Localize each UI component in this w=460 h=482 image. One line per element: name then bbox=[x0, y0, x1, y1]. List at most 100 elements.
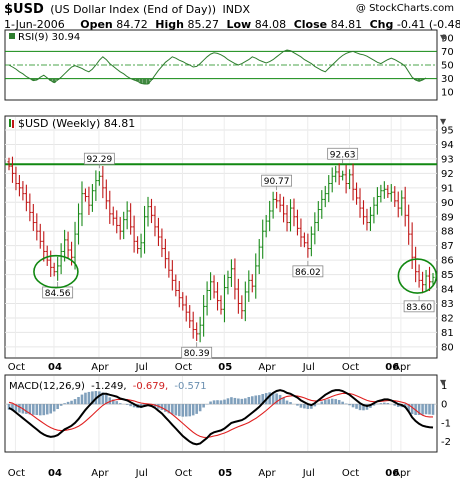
ohlc-bar bbox=[142, 205, 147, 254]
macd-histogram-bar bbox=[327, 399, 331, 405]
macd-legend: MACD(12,26,9) -1.249, -0.679, -0.571 bbox=[9, 381, 207, 392]
macd-histogram-bar bbox=[108, 397, 112, 405]
macd-histogram-bar bbox=[348, 404, 351, 406]
ohlc-bar bbox=[149, 198, 154, 224]
macd-histogram-bar bbox=[285, 400, 289, 405]
macd-panel bbox=[4, 374, 438, 453]
ohlc-bar bbox=[275, 191, 279, 209]
price-arrow-icon: ▼ bbox=[440, 117, 447, 126]
ohlc-bar bbox=[167, 251, 171, 278]
macd-histogram-bar bbox=[160, 404, 164, 410]
ohlc-bar bbox=[358, 188, 362, 218]
rsi-arrow-icon: ▼ bbox=[440, 33, 447, 42]
rsi-tick-label: 70 bbox=[441, 47, 454, 58]
ohlc-bar bbox=[153, 205, 157, 237]
copyright: @ StockCharts.com bbox=[355, 3, 454, 14]
annotation-label: 92.63 bbox=[330, 150, 356, 160]
ohlc-bar bbox=[115, 210, 119, 234]
ohlc-bar bbox=[414, 246, 418, 283]
macd-histogram-bar bbox=[188, 404, 192, 417]
macd-histogram-bar bbox=[7, 404, 11, 410]
macd-histogram-bar bbox=[59, 404, 63, 406]
macd-histogram-bar bbox=[80, 394, 84, 405]
macd-histogram-bar bbox=[18, 404, 21, 413]
rsi-legend-text: RSI(9) 30.94 bbox=[18, 32, 80, 43]
macd-histogram-bar bbox=[250, 396, 254, 405]
annotation-box bbox=[403, 300, 435, 313]
ohlc-bar bbox=[52, 262, 56, 277]
macd-histogram-bar bbox=[91, 391, 94, 405]
ohlc-bar bbox=[38, 223, 42, 249]
ohlc-bar bbox=[288, 199, 293, 232]
price-tick-label: 95 bbox=[441, 126, 454, 137]
macd-histogram-bar bbox=[289, 402, 292, 405]
macd-x-tick-label: Oct bbox=[175, 468, 192, 479]
macd-x-tick-label: 05 bbox=[218, 468, 232, 479]
ohlc-bar bbox=[361, 200, 366, 225]
macd-histogram-bar bbox=[372, 404, 376, 406]
price-tick-label: 93 bbox=[441, 154, 454, 165]
ohlc-bar bbox=[42, 231, 46, 262]
ohlc-bar bbox=[181, 292, 185, 311]
price-x-tick-label: 04 bbox=[48, 362, 62, 373]
low-2006-circle bbox=[397, 258, 438, 294]
price-tick-label: 80 bbox=[441, 342, 454, 353]
macd-histogram-bar bbox=[164, 404, 167, 412]
ohlc-bar bbox=[400, 190, 404, 216]
macd-histogram-bar bbox=[118, 403, 122, 405]
ohlc-bar bbox=[264, 214, 268, 238]
ohlc-bar bbox=[420, 271, 425, 294]
macd-histogram-bar bbox=[330, 398, 334, 405]
macd-histogram-bar bbox=[129, 404, 132, 407]
macd-histogram-bar bbox=[341, 401, 344, 405]
annotation-box bbox=[261, 174, 293, 187]
ohlc-bar bbox=[299, 218, 303, 247]
macd-histogram-bar bbox=[275, 393, 278, 405]
low-2004-circle bbox=[33, 254, 79, 289]
macd-histogram-bar bbox=[393, 404, 397, 406]
price-annotation: 83.60 bbox=[403, 295, 435, 313]
ohlc-bar bbox=[285, 204, 289, 232]
macd-tick-label: -2 bbox=[441, 437, 451, 448]
ohlc-bar bbox=[403, 186, 407, 227]
price-tick-label: 84 bbox=[441, 285, 454, 296]
ohlc-bar bbox=[327, 175, 331, 203]
ohlc-bar bbox=[90, 184, 95, 212]
price-annotation: 86.02 bbox=[292, 260, 324, 278]
ohlc-bar bbox=[45, 245, 49, 266]
price-x-tick-label: 06 bbox=[385, 362, 399, 373]
price-tick-label: 81 bbox=[441, 328, 454, 339]
macd-x-tick-label: Apr bbox=[91, 468, 109, 479]
ohlc-bar bbox=[344, 164, 348, 194]
macd-histogram-bar bbox=[101, 392, 105, 405]
ohlc-bar bbox=[323, 185, 327, 208]
rsi-legend: RSI(9) 30.94 bbox=[9, 32, 80, 43]
ohlc-bar bbox=[135, 236, 140, 254]
ohlc-bar bbox=[281, 196, 286, 223]
ohlc-bar bbox=[56, 256, 60, 281]
rsi-tick-label: 10 bbox=[441, 88, 454, 99]
ohlc-bar bbox=[243, 281, 247, 322]
macd-legend-signal: -0.679, bbox=[133, 381, 168, 392]
macd-histogram-bar bbox=[202, 404, 205, 408]
macd-histogram-bar bbox=[132, 404, 136, 408]
annotation-box bbox=[327, 147, 359, 160]
macd-histogram-bar bbox=[216, 400, 219, 405]
ohlc-bar bbox=[191, 311, 195, 339]
macd-histogram-bar bbox=[244, 398, 247, 405]
macd-histogram-bar bbox=[296, 404, 299, 406]
ohlc-bar bbox=[111, 206, 115, 226]
macd-histogram-bar bbox=[428, 404, 431, 415]
annotation-box bbox=[83, 152, 115, 165]
ohlc-bar bbox=[195, 322, 199, 341]
ohlc-bar bbox=[160, 228, 164, 258]
macd-histogram-bar bbox=[111, 399, 115, 405]
ohlc-bar bbox=[66, 231, 70, 259]
macd-tick-label: -1 bbox=[441, 418, 451, 429]
macd-histogram-bar bbox=[268, 392, 271, 405]
ohlc-bar bbox=[351, 163, 355, 201]
ohlc-bar bbox=[382, 181, 386, 199]
macd-histogram-bar bbox=[320, 401, 324, 405]
macd-legend-name: MACD(12,26,9) bbox=[9, 381, 85, 392]
price-annotation: 92.63 bbox=[327, 147, 359, 164]
